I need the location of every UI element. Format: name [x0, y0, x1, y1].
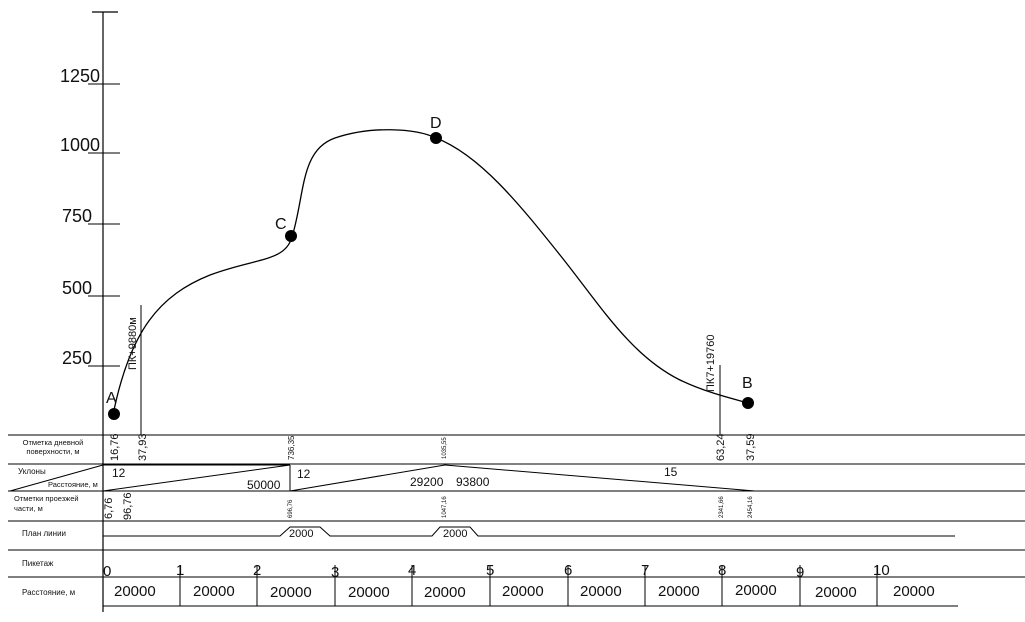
point-c: C — [275, 216, 297, 242]
distance-dividers — [103, 577, 958, 607]
point-b: B — [742, 375, 754, 409]
point-d-label: D — [430, 115, 442, 132]
roadway-value: 2454,16 — [748, 496, 754, 518]
y-tick-500: 500 — [62, 278, 120, 298]
surface-value: 63,24 — [715, 433, 727, 461]
y-tick-label: 1000 — [60, 135, 100, 155]
y-tick-label: 1250 — [60, 66, 100, 86]
y-tick-1000: 1000 — [60, 135, 120, 155]
picket-label: 1 — [176, 562, 184, 579]
plan-line — [103, 526, 955, 537]
plan-value: 2000 — [443, 528, 467, 540]
picket-label: 2 — [253, 562, 261, 579]
row-label-surface: Отметка дневной поверхности, м — [22, 438, 84, 456]
y-tick-label: 750 — [62, 206, 92, 226]
picket-label: 4 — [408, 562, 416, 579]
picket-label: 8 — [718, 562, 726, 579]
picket-label: 10 — [873, 562, 890, 579]
point-c-label: C — [275, 216, 287, 233]
surface-value: 1035,55 — [442, 437, 448, 459]
distance-value: 20000 — [658, 583, 700, 600]
distance-value: 20000 — [580, 583, 622, 600]
profile-table-grid — [8, 434, 1025, 578]
distance-value: 20000 — [502, 583, 544, 600]
picket-label: 9 — [796, 564, 804, 581]
distance-value: 20000 — [424, 584, 466, 601]
y-tick-1250: 1250 — [60, 66, 120, 86]
point-a-label: A — [106, 390, 117, 407]
surface-value: 736,35 — [287, 435, 296, 460]
slopes-diagram — [9, 464, 756, 492]
picket-label: 6 — [564, 562, 572, 579]
point-d: D — [430, 115, 442, 144]
row-label-plan: План линии — [22, 529, 66, 538]
station-label: ПК7+19760 — [705, 335, 717, 392]
plan-value: 2000 — [289, 528, 313, 540]
station-marker-1: ПК+9880м — [127, 305, 142, 435]
distance-value: 20000 — [114, 583, 156, 600]
picket-label: 5 — [486, 562, 494, 579]
distance-values: 20000 20000 20000 20000 20000 20000 2000… — [114, 582, 935, 601]
distance-value: 20000 — [735, 582, 777, 599]
point-b-label: B — [742, 375, 753, 392]
slope-distance: 50000 — [247, 478, 281, 492]
picket-label: 0 — [103, 563, 111, 580]
slope-values: 12 12 15 50000 29200 93800 — [112, 465, 678, 492]
slope-value: 12 — [112, 466, 126, 480]
roadway-value: 696,76 — [288, 499, 294, 518]
slope-distance: 93800 — [456, 475, 490, 489]
picket-ticks — [179, 565, 878, 577]
slope-value: 12 — [297, 467, 311, 481]
plan-values: 2000 2000 — [289, 528, 467, 540]
roadway-value: 1047,16 — [442, 496, 448, 518]
surface-value: 16,76 — [109, 433, 121, 461]
row-label-roadway: Отметки проезжей части, м — [14, 494, 79, 513]
distance-value: 20000 — [270, 584, 312, 601]
roadway-value: 96,76 — [122, 492, 134, 520]
terrain-profile-curve — [112, 129, 749, 416]
distance-value: 20000 — [815, 584, 857, 601]
station-marker-2: ПК7+19760 — [705, 335, 721, 435]
station-label: ПК+9880м — [127, 317, 139, 370]
row-label-distance-sub: Расстояние, м — [48, 480, 98, 489]
row-label-pickets: Пикетаж — [22, 559, 54, 568]
surface-value: 37,59 — [745, 433, 757, 461]
slope-distance: 29200 — [410, 475, 444, 489]
picket-label: 7 — [641, 562, 649, 579]
row-label-distance: Расстояние, м — [22, 588, 75, 597]
roadway-value: 2341,66 — [719, 496, 725, 518]
slope-value: 15 — [664, 465, 678, 479]
roadway-value: 6,76 — [103, 498, 115, 519]
row-labels: Отметка дневной поверхности, м Уклоны Ра… — [14, 438, 98, 597]
distance-value: 20000 — [348, 584, 390, 601]
y-tick-250: 250 — [62, 348, 120, 368]
point-a: A — [106, 390, 120, 420]
row-label-slopes: Уклоны — [18, 467, 46, 476]
y-tick-750: 750 — [62, 206, 120, 226]
surface-value: 37,93 — [137, 433, 149, 461]
picket-labels: 0 1 2 3 4 5 6 7 8 9 10 — [103, 562, 890, 581]
surface-values: 16,76 37,93 736,35 1035,55 63,24 37,59 — [109, 433, 757, 461]
distance-value: 20000 — [193, 583, 235, 600]
distance-value: 20000 — [893, 583, 935, 600]
y-tick-label: 250 — [62, 348, 92, 368]
picket-label: 3 — [331, 564, 339, 581]
y-tick-label: 500 — [62, 278, 92, 298]
roadway-values: 6,76 96,76 696,76 1047,16 2341,66 2454,1… — [103, 492, 754, 520]
